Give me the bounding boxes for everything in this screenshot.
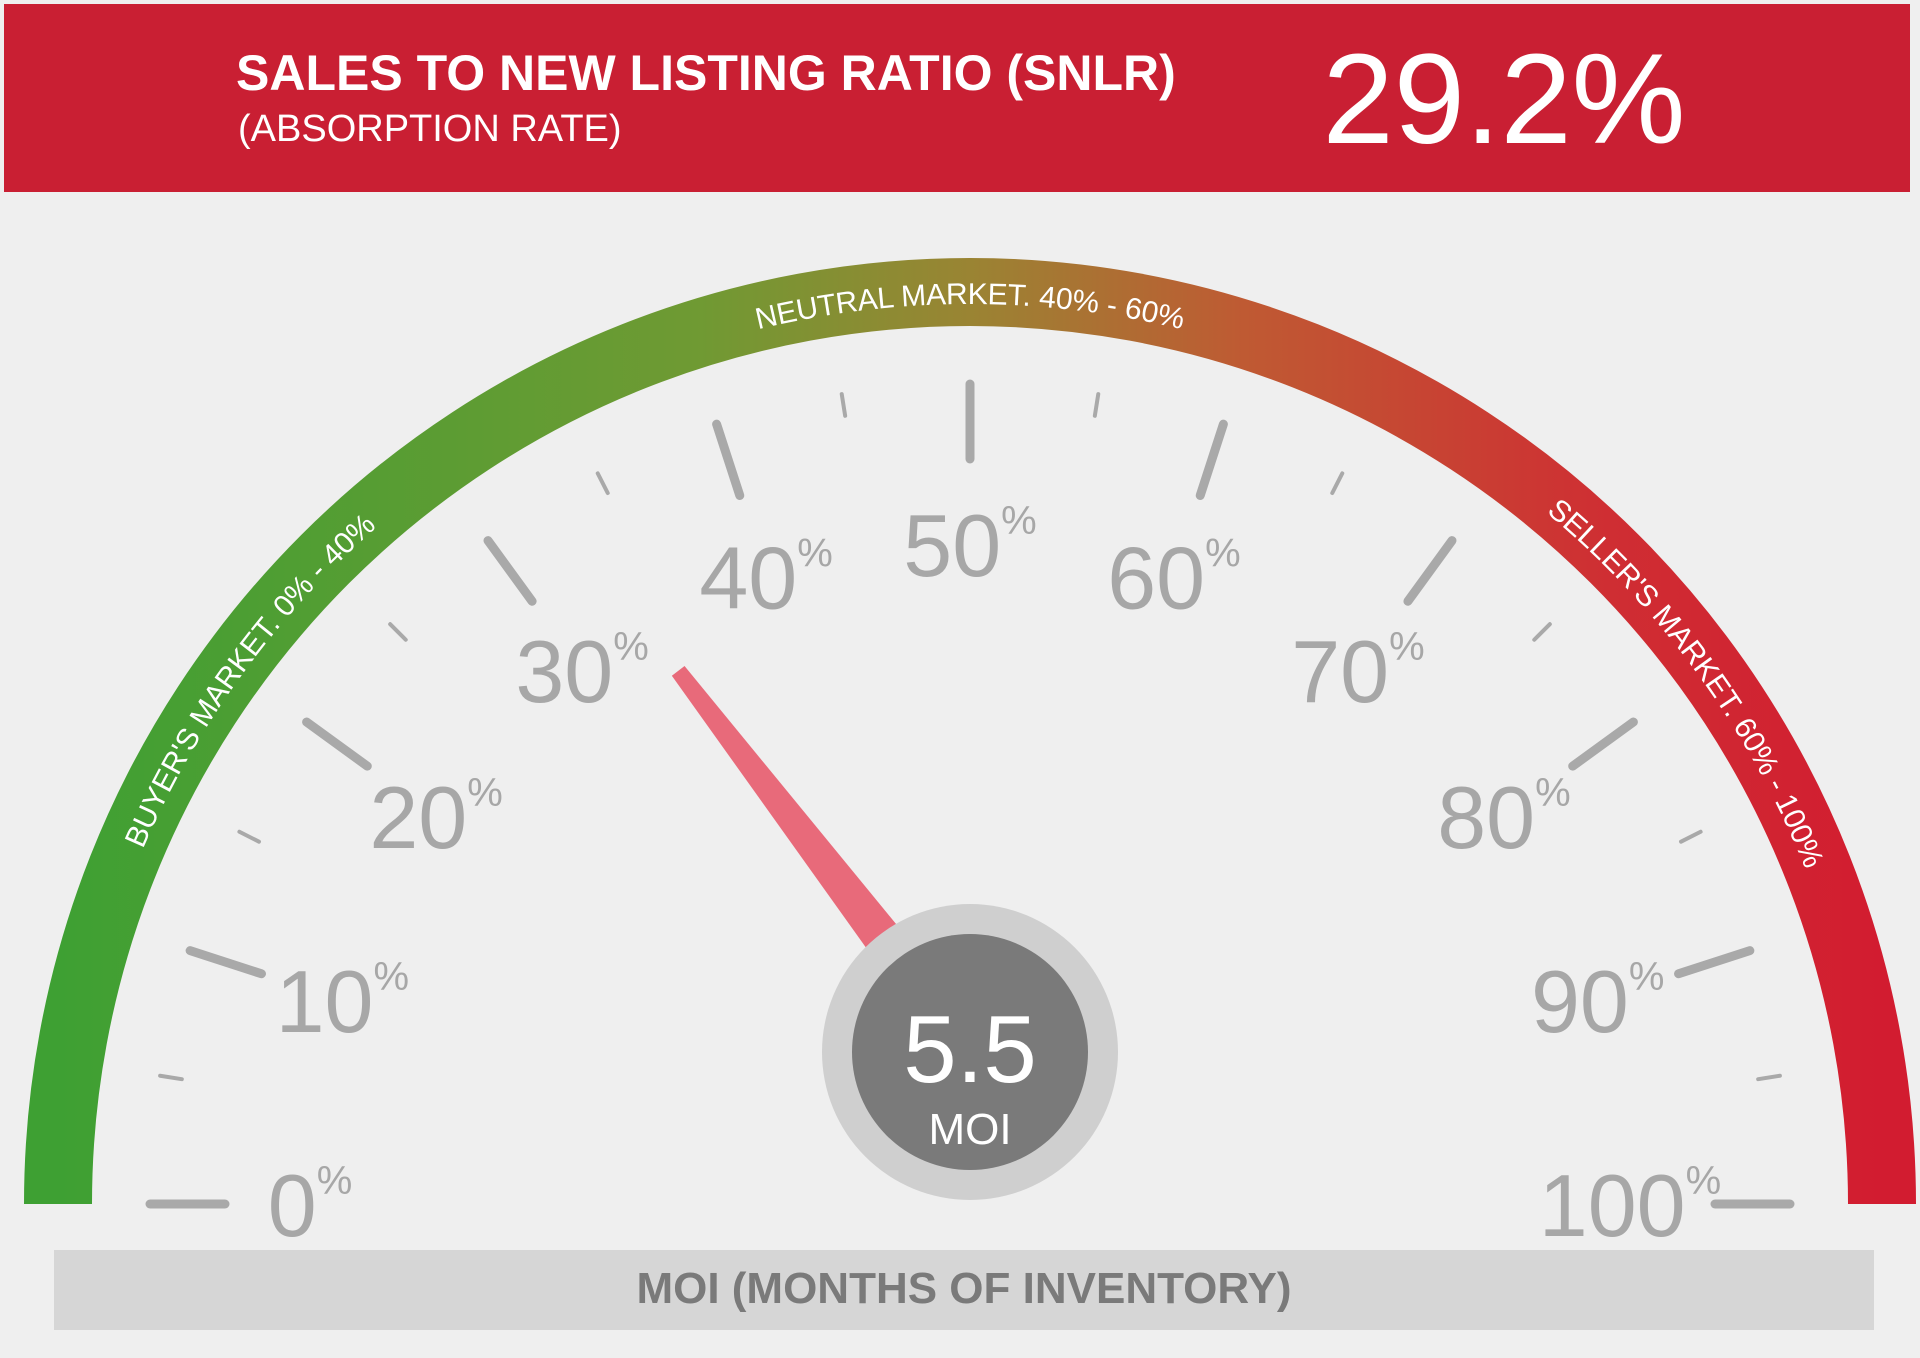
tick-label: 70% [1291,622,1424,721]
gauge-needle [671,666,951,1018]
major-tick [1403,536,1457,606]
major-tick [185,946,266,979]
minor-tick [237,829,261,844]
tick-label: 80% [1437,768,1570,867]
minor-tick [388,622,408,642]
major-tick [712,419,745,500]
gauge-hub [852,934,1088,1170]
major-tick [483,536,537,606]
minor-tick [1092,392,1101,418]
footer-bar: MOI (MONTHS OF INVENTORY) [54,1250,1874,1330]
minor-tick [158,1073,184,1082]
footer-label: MOI (MONTHS OF INVENTORY) [636,1264,1292,1313]
tick-label: 10% [276,952,409,1051]
tick-label: 100% [1539,1156,1721,1255]
major-tick [1674,946,1755,979]
major-tick [302,717,372,771]
tick-label: 50% [903,496,1036,595]
minor-tick [1532,622,1552,642]
minor-tick [595,471,610,495]
minor-tick [1330,471,1345,495]
headline-value: 29.2% [1322,28,1686,171]
tick-label: 40% [699,528,832,627]
minor-tick [1756,1073,1782,1082]
center-value: 5.5 [903,996,1036,1103]
gauge-arc [24,258,1916,1205]
tick-label: 90% [1531,952,1664,1051]
tick-label: 0% [268,1156,353,1255]
tick-label: 60% [1107,528,1240,627]
tick-label: 20% [369,768,502,867]
minor-tick [839,392,848,418]
chart-title: SALES TO NEW LISTING RATIO (SNLR) [236,45,1176,101]
center-unit: MOI [928,1105,1011,1154]
major-tick [1195,419,1228,500]
header-banner: SALES TO NEW LISTING RATIO (SNLR) (ABSOR… [4,4,1910,192]
chart-subtitle: (ABSORPTION RATE) [238,108,622,150]
major-tick [1568,717,1638,771]
minor-tick [1679,829,1703,844]
tick-label: 30% [515,622,648,721]
